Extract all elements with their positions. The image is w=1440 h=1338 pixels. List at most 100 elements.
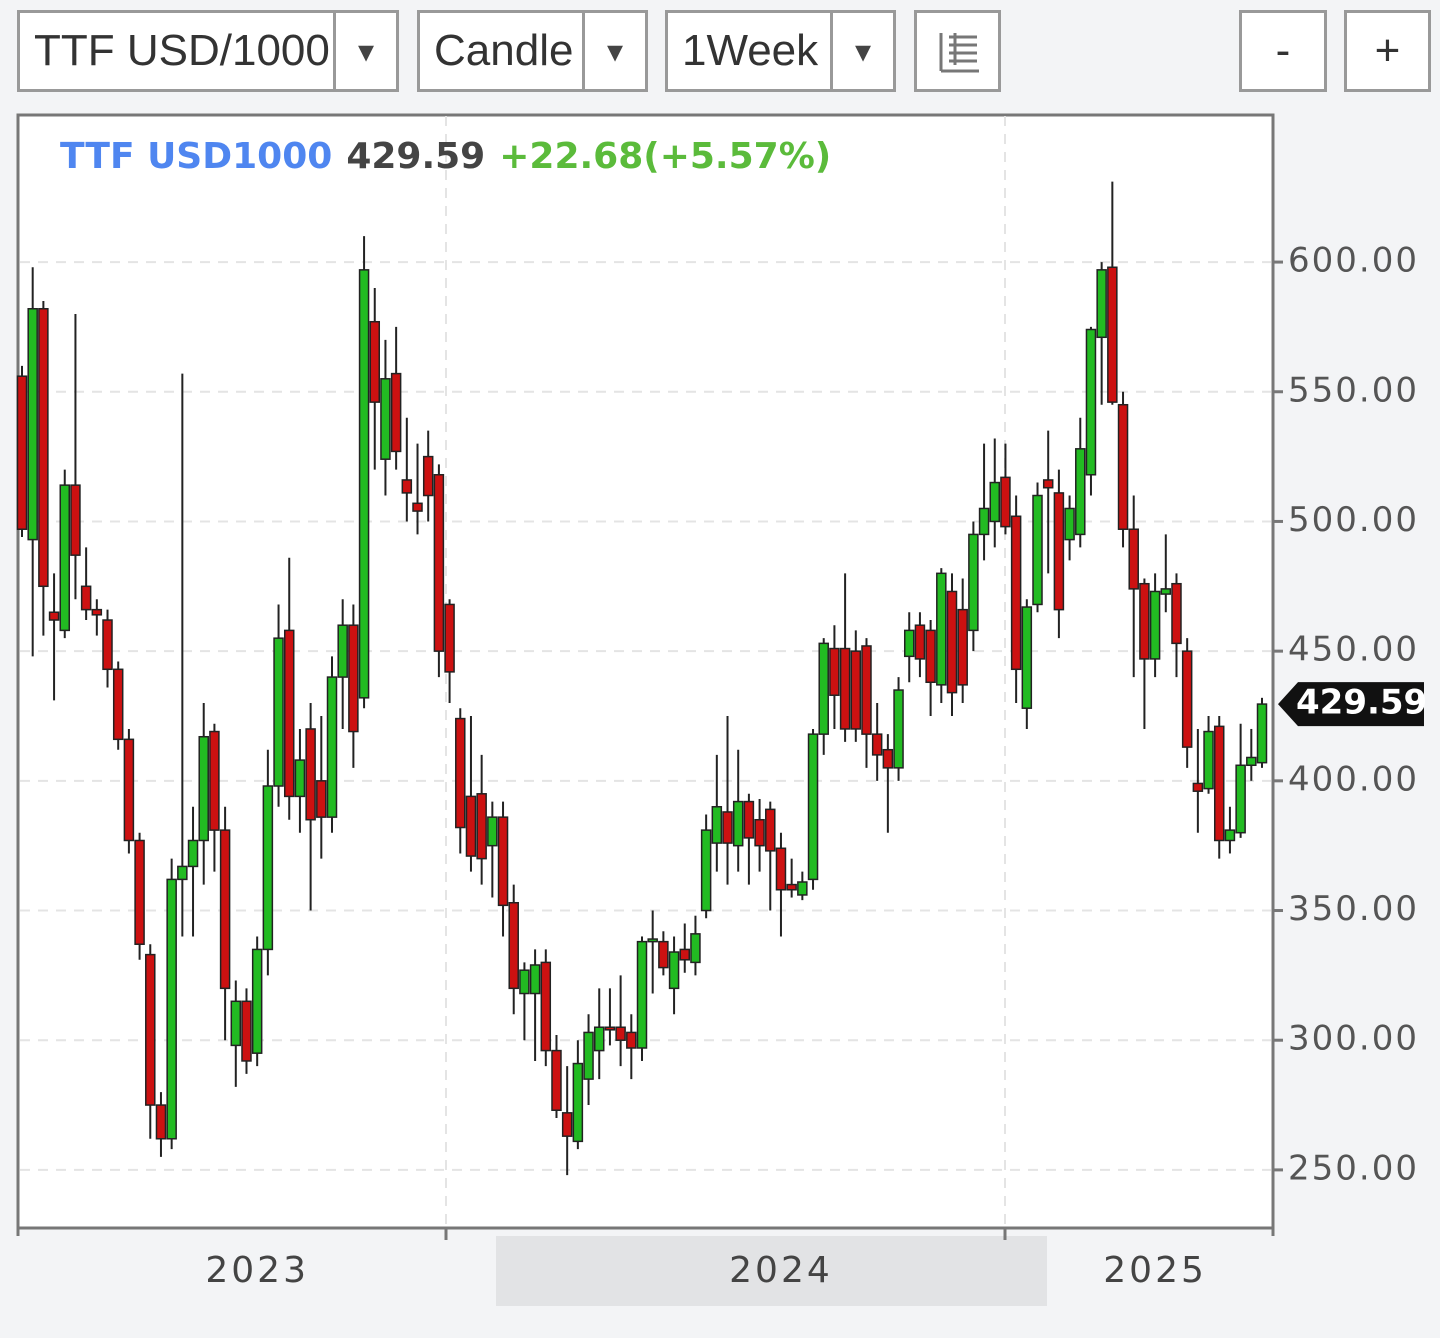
candle-body	[593, 1026, 605, 1052]
candle-body	[1021, 606, 1033, 709]
candle-body	[155, 1104, 167, 1140]
scroll-thumb[interactable]	[496, 1236, 1047, 1306]
candle-body	[262, 785, 274, 951]
candle-body	[1128, 528, 1139, 590]
candle-body	[422, 455, 434, 497]
candle-body	[711, 806, 723, 844]
candle-body	[48, 611, 60, 621]
candle-body	[871, 733, 883, 756]
candle-body	[70, 484, 81, 556]
candle-body	[786, 883, 797, 891]
style-select[interactable]: Candle ▾	[417, 10, 648, 92]
price-change: +22.68(+5.57%)	[499, 136, 831, 177]
candle-body	[251, 948, 263, 1054]
candle-body	[1010, 515, 1022, 671]
candle-body	[1256, 703, 1268, 764]
candle-body	[273, 637, 284, 787]
candle-body	[754, 818, 765, 847]
candle-body	[1096, 269, 1107, 339]
candle-body	[946, 590, 958, 694]
candle-body	[722, 811, 733, 844]
candle-body	[765, 808, 776, 852]
candle-body	[829, 647, 840, 696]
candle-body	[209, 730, 220, 831]
style-text: Candle	[434, 26, 574, 75]
candle-body	[647, 938, 658, 943]
candle-body	[433, 474, 445, 652]
last-price-badge	[1278, 682, 1424, 727]
candle-body	[850, 650, 862, 730]
zoom-in-button[interactable]: +	[1344, 10, 1431, 92]
candle-body	[91, 608, 103, 616]
candle-body	[1107, 266, 1118, 403]
candle-body	[1117, 403, 1129, 530]
candle-body	[1032, 494, 1043, 606]
y-tick-label: 500.00	[1288, 500, 1419, 540]
candle-body	[1053, 492, 1065, 611]
candle-body	[604, 1026, 616, 1031]
candle-body	[1181, 650, 1193, 748]
candle-body	[177, 865, 188, 881]
candle-body	[348, 624, 359, 733]
x-tick-label: 2023	[205, 1250, 309, 1291]
candle-body	[1213, 725, 1225, 842]
candle-body	[283, 629, 295, 798]
candle-body	[914, 624, 926, 660]
candle-body	[38, 308, 49, 588]
candle-body	[551, 1049, 562, 1111]
candle-body	[358, 269, 370, 699]
candle-body	[1064, 507, 1075, 541]
candle-body	[989, 481, 1001, 523]
candle-body	[1139, 582, 1150, 660]
candle-body	[743, 800, 755, 839]
candle-body	[380, 378, 391, 460]
candle-body	[732, 800, 744, 847]
candle-body	[219, 829, 231, 990]
candle-body	[230, 1000, 242, 1047]
candle-body	[1160, 588, 1172, 595]
candle-body	[326, 676, 338, 818]
candle-body	[572, 1062, 584, 1143]
candle-body	[1171, 582, 1182, 645]
plot-area	[16, 113, 1275, 1230]
candle-body	[1000, 476, 1011, 528]
candle-body	[134, 839, 145, 945]
candle-body	[561, 1112, 573, 1137]
symbol-label: TTF USD1000	[60, 136, 332, 177]
zoom-out-button[interactable]: -	[1239, 10, 1327, 92]
symbol-select[interactable]: TTF USD/1000 ▾	[17, 10, 399, 92]
candle-body	[16, 375, 28, 530]
candle-body	[861, 645, 872, 735]
y-tick-label: 400.00	[1288, 759, 1419, 799]
candle-body	[775, 847, 787, 891]
settings-button[interactable]	[914, 10, 1001, 92]
candle-body	[626, 1031, 637, 1049]
y-tick-label: 300.00	[1288, 1019, 1419, 1059]
candle-body	[583, 1031, 594, 1080]
x-tick-label: 2024	[729, 1250, 833, 1291]
candle-body	[1224, 829, 1236, 842]
candle-body	[839, 647, 851, 730]
candle-body	[476, 793, 487, 860]
candle-body	[465, 795, 477, 857]
candle-body	[679, 948, 691, 961]
y-tick-label: 350.00	[1288, 889, 1419, 929]
candle-body	[412, 502, 423, 512]
candle-body	[1075, 448, 1086, 536]
dropdown-arrow: ▾	[333, 13, 396, 89]
interval-select[interactable]: 1Week ▾	[665, 10, 896, 92]
candle-body	[1085, 328, 1097, 476]
candle-body	[882, 748, 894, 769]
candle-body	[369, 320, 381, 403]
last-price-label: 429.59	[1296, 683, 1427, 723]
candle-body	[198, 735, 209, 842]
candle-body	[241, 1000, 252, 1062]
candle-body	[978, 507, 990, 536]
candle-body	[305, 728, 316, 821]
y-tick-label: 450.00	[1288, 630, 1419, 670]
candle-body	[316, 780, 327, 818]
candle-body	[519, 969, 530, 995]
symbol-text: TTF USD/1000	[34, 26, 330, 75]
